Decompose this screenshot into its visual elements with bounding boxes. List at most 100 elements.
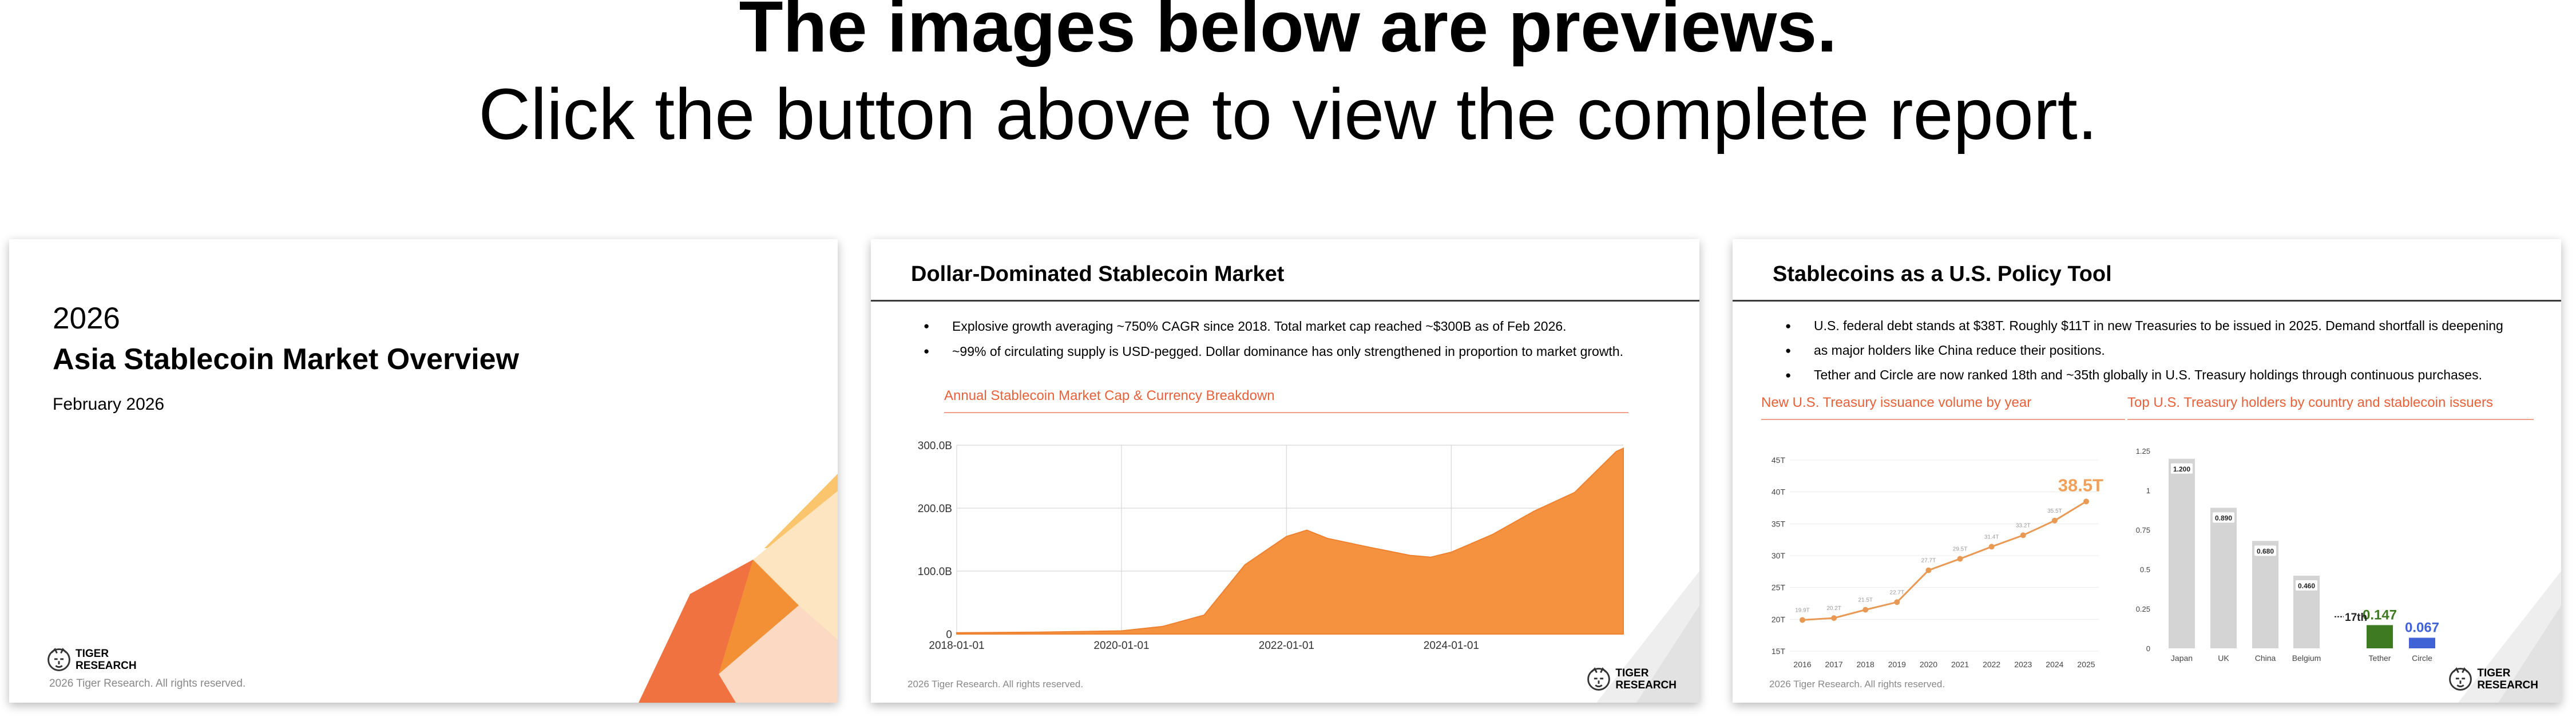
bar-label-bg	[2296, 580, 2317, 591]
x-tick-label: 2019	[1888, 660, 1906, 668]
y-tick-label: 200.0B	[918, 503, 952, 515]
issuance-point	[2051, 517, 2058, 524]
y-tick-label: 0	[2146, 644, 2150, 653]
tiger-icon	[2449, 667, 2472, 691]
market-cap-area	[956, 447, 1624, 635]
x-tick-label: 2022-01-01	[1259, 640, 1314, 651]
data-label: 27.7T	[1921, 558, 1936, 564]
slide-cover[interactable]: 2026 Asia Stablecoin Market Overview Feb…	[9, 239, 838, 703]
corner-decoration	[2458, 571, 2561, 703]
x-tick-label: Tether	[2369, 653, 2391, 663]
issuance-point	[1988, 544, 1995, 550]
x-tick-label: 2024-01-01	[1424, 640, 1479, 651]
issuance-line	[1802, 501, 2087, 621]
data-label: 33.2T	[2016, 522, 2031, 529]
x-tick-label: 2020	[1920, 660, 1937, 668]
data-label: 19.9T	[1795, 607, 1810, 613]
copyright: 2026 Tiger Research. All rights reserved…	[907, 679, 1084, 690]
bar-label-bg	[2213, 512, 2234, 523]
y-tick-label: 0.5	[2140, 565, 2150, 574]
bullet-item: U.S. federal debt stands at $38T. Roughl…	[1785, 314, 2503, 338]
tiger-icon	[1587, 667, 1611, 691]
logo-line2: RESEARCH	[1615, 679, 1677, 691]
y-tick-label: 0.75	[2136, 526, 2150, 534]
title-divider	[1733, 300, 2561, 302]
bar-value-label: 0.147	[2363, 607, 2397, 623]
y-tick-label: 300.0B	[918, 440, 952, 452]
data-label: 22.7T	[1890, 589, 1905, 596]
bar	[2367, 625, 2393, 648]
logo-line2: RESEARCH	[76, 660, 137, 672]
x-tick-label: Circle	[2412, 653, 2432, 663]
copyright: 2026 Tiger Research. All rights reserved…	[1769, 679, 1945, 690]
data-label: 35.5T	[2047, 508, 2062, 514]
bullet-item: ~99% of circulating supply is USD-pegged…	[924, 339, 1623, 364]
x-tick-label: 2025	[2077, 660, 2095, 668]
cover-date: February 2026	[53, 395, 165, 414]
x-tick-label: 2024	[2046, 660, 2063, 668]
slide-title: Dollar-Dominated Stablecoin Market	[911, 262, 1285, 286]
bullet-item: Explosive growth averaging ~750% CAGR si…	[924, 314, 1623, 339]
data-label: 21.5T	[1858, 597, 1873, 604]
title-divider	[871, 300, 1699, 302]
logo-line1: TIGER	[76, 648, 109, 660]
x-tick-label: 2020-01-01	[1093, 640, 1149, 651]
x-tick-label: 2017	[1825, 660, 1843, 668]
preview-title: The images below are previews.	[739, 0, 1837, 67]
x-tick-label: 2021	[1951, 660, 1969, 668]
chart1-title-rule	[1761, 419, 2125, 420]
x-tick-label: 2018-01-01	[929, 640, 984, 651]
y-tick-label: 35T	[1772, 519, 1786, 528]
bar	[2169, 458, 2195, 648]
logo-line1: TIGER	[1615, 667, 1649, 679]
y-tick-label: 15T	[1772, 647, 1786, 656]
y-tick-label: 40T	[1772, 488, 1786, 497]
holders-chart: 0 0.25 0.5 0.75 1 1.25 1.200 Japan 0.890 UK 0.680 C…	[2136, 447, 2439, 663]
tiger-icon	[47, 648, 70, 671]
y-tick-label: 45T	[1772, 455, 1786, 465]
bar	[2210, 508, 2237, 648]
bar-value-label: 0.067	[2405, 620, 2439, 636]
slide-logo: TIGER RESEARCH	[2447, 666, 2538, 692]
cover-decoration	[639, 474, 838, 703]
bar-label-bg	[2254, 545, 2276, 556]
y-tick-label: 1	[2146, 486, 2150, 495]
corner-decoration	[1596, 571, 1699, 703]
preview-subtitle: Click the button above to view the compl…	[478, 74, 2098, 154]
logo-line2: RESEARCH	[2477, 679, 2538, 691]
slide-policy-tool[interactable]: Stablecoins as a U.S. Policy Tool U.S. f…	[1733, 239, 2561, 703]
bullet-item: Tether and Circle are now ranked 18th an…	[1785, 363, 2503, 387]
bar-value-label: 0.890	[2215, 514, 2232, 522]
bar-label-bg	[2171, 463, 2193, 474]
slide-title: Stablecoins as a U.S. Policy Tool	[1773, 262, 2112, 286]
y-tick-label: 0.25	[2136, 605, 2150, 613]
bar-value-label: 0.680	[2257, 547, 2274, 555]
x-tick-label: UK	[2218, 653, 2229, 663]
y-tick-label: 0	[946, 629, 952, 641]
slide-logo: TIGER RESEARCH	[1586, 666, 1677, 692]
y-tick-label: 1.25	[2136, 447, 2150, 455]
bar-value-label: 0.460	[2298, 582, 2315, 590]
chart2-title-rule	[2127, 419, 2534, 420]
chart-title: Annual Stablecoin Market Cap & Currency …	[944, 388, 1275, 403]
slide-dollar-market[interactable]: Dollar-Dominated Stablecoin Market Explo…	[871, 239, 1699, 703]
chart1-title: New U.S. Treasury issuance volume by yea…	[1761, 395, 2032, 410]
data-label: 29.5T	[1953, 546, 1968, 553]
bullet-continuation: as major holders like China reduce their…	[1785, 338, 2503, 363]
issuance-point	[2020, 532, 2026, 538]
issuance-point	[1862, 607, 1869, 613]
y-tick-label: 20T	[1772, 615, 1786, 624]
x-tick-label: 2022	[1983, 660, 2000, 668]
issuance-point	[1831, 615, 1837, 621]
x-tick-label: Japan	[2171, 653, 2193, 663]
market-cap-chart: 0 100.0B 200.0B 300.0B 2018-01-01 2020-01-01 2…	[918, 440, 1624, 651]
y-tick-label: 30T	[1772, 551, 1786, 560]
issuance-point	[1800, 617, 1805, 623]
issuance-point	[1894, 599, 1900, 605]
bar-value-label: 1.200	[2173, 465, 2190, 473]
y-tick-label: 25T	[1772, 583, 1786, 592]
cover-title: Asia Stablecoin Market Overview	[53, 343, 520, 376]
data-label: 20.2T	[1826, 605, 1841, 612]
issuance-point	[1925, 567, 1932, 573]
issuance-chart: 15T 20T 25T 30T 35T 40T 45T 19.9T 2016 20.2T 2017 2…	[1772, 455, 2103, 668]
